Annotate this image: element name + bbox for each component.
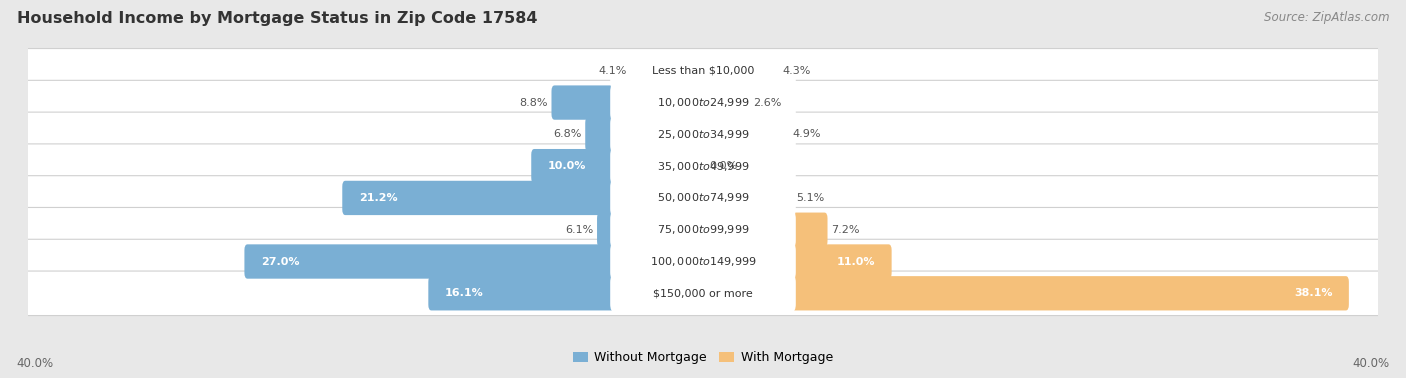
FancyBboxPatch shape [17, 48, 1389, 93]
FancyBboxPatch shape [17, 81, 1389, 125]
FancyBboxPatch shape [700, 244, 891, 279]
Text: Less than $10,000: Less than $10,000 [652, 66, 754, 76]
FancyBboxPatch shape [700, 85, 749, 120]
FancyBboxPatch shape [585, 117, 706, 152]
FancyBboxPatch shape [598, 212, 706, 247]
FancyBboxPatch shape [610, 274, 796, 312]
FancyBboxPatch shape [610, 211, 796, 249]
Text: 16.1%: 16.1% [444, 288, 484, 298]
Text: 6.8%: 6.8% [553, 129, 582, 139]
FancyBboxPatch shape [17, 144, 1389, 188]
FancyBboxPatch shape [610, 84, 796, 121]
FancyBboxPatch shape [551, 85, 706, 120]
Text: 38.1%: 38.1% [1294, 288, 1333, 298]
Text: $100,000 to $149,999: $100,000 to $149,999 [650, 255, 756, 268]
Text: 10.0%: 10.0% [548, 161, 586, 171]
Text: $35,000 to $49,999: $35,000 to $49,999 [657, 160, 749, 173]
Text: Source: ZipAtlas.com: Source: ZipAtlas.com [1264, 11, 1389, 24]
FancyBboxPatch shape [631, 54, 706, 88]
Text: 40.0%: 40.0% [1353, 358, 1389, 370]
FancyBboxPatch shape [342, 181, 706, 215]
Text: 6.1%: 6.1% [565, 225, 593, 235]
Text: 0.0%: 0.0% [710, 161, 738, 171]
Text: $50,000 to $74,999: $50,000 to $74,999 [657, 191, 749, 204]
Text: 4.3%: 4.3% [782, 66, 811, 76]
Text: 21.2%: 21.2% [359, 193, 398, 203]
FancyBboxPatch shape [610, 147, 796, 185]
FancyBboxPatch shape [17, 112, 1389, 156]
FancyBboxPatch shape [17, 176, 1389, 220]
FancyBboxPatch shape [610, 116, 796, 153]
Text: 40.0%: 40.0% [17, 358, 53, 370]
FancyBboxPatch shape [610, 179, 796, 217]
Text: 4.1%: 4.1% [599, 66, 627, 76]
FancyBboxPatch shape [531, 149, 706, 183]
FancyBboxPatch shape [700, 117, 789, 152]
FancyBboxPatch shape [245, 244, 706, 279]
Legend: Without Mortgage, With Mortgage: Without Mortgage, With Mortgage [568, 346, 838, 369]
FancyBboxPatch shape [610, 52, 796, 90]
Text: 4.9%: 4.9% [793, 129, 821, 139]
Text: 11.0%: 11.0% [837, 257, 875, 266]
FancyBboxPatch shape [17, 271, 1389, 316]
Text: $10,000 to $24,999: $10,000 to $24,999 [657, 96, 749, 109]
Text: $75,000 to $99,999: $75,000 to $99,999 [657, 223, 749, 236]
Text: 2.6%: 2.6% [754, 98, 782, 108]
FancyBboxPatch shape [610, 243, 796, 280]
Text: 27.0%: 27.0% [262, 257, 299, 266]
FancyBboxPatch shape [429, 276, 706, 310]
FancyBboxPatch shape [17, 208, 1389, 252]
FancyBboxPatch shape [700, 181, 792, 215]
Text: $25,000 to $34,999: $25,000 to $34,999 [657, 128, 749, 141]
Text: 7.2%: 7.2% [831, 225, 859, 235]
FancyBboxPatch shape [700, 54, 779, 88]
FancyBboxPatch shape [700, 212, 828, 247]
Text: $150,000 or more: $150,000 or more [654, 288, 752, 298]
Text: Household Income by Mortgage Status in Zip Code 17584: Household Income by Mortgage Status in Z… [17, 11, 537, 26]
Text: 8.8%: 8.8% [519, 98, 548, 108]
FancyBboxPatch shape [700, 276, 1348, 310]
Text: 5.1%: 5.1% [796, 193, 824, 203]
FancyBboxPatch shape [17, 239, 1389, 284]
